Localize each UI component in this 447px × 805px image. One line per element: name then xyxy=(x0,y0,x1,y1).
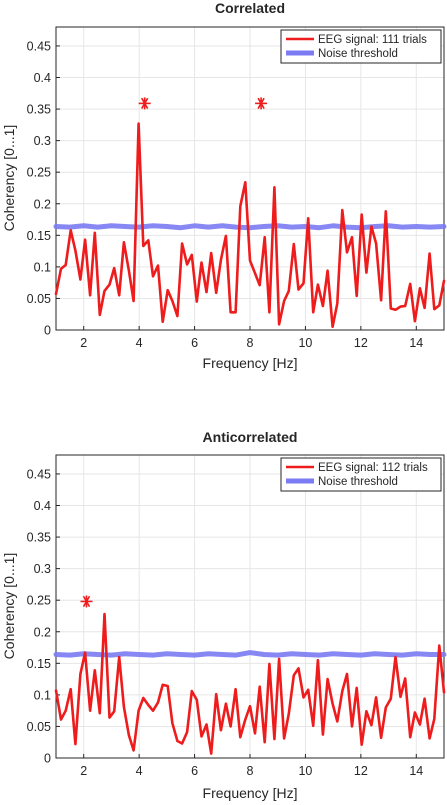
y-tick-label: 0.1 xyxy=(34,260,51,274)
asterisk-marker xyxy=(255,97,268,110)
y-tick-label: 0.25 xyxy=(27,166,51,180)
x-tick-label: 6 xyxy=(191,764,198,778)
chart-anticorrelated: 0 0.05 0.1 0.15 0.2 0.25 0.3 0.35 0.4 0.45 2 4 6 8 10… xyxy=(1,429,447,801)
y-tick-label: 0.35 xyxy=(27,531,51,545)
series-layer xyxy=(53,612,447,755)
x-axis-label: Frequency [Hz] xyxy=(203,785,298,801)
y-tick-label: 0.15 xyxy=(27,657,51,671)
chart-correlated: 0 0.05 0.1 0.15 0.2 0.25 0.3 0.35 0.4 0.45 2 4 6 8 10… xyxy=(1,0,447,371)
y-tick-label: 0.05 xyxy=(27,292,51,306)
y-tick-label: 0.3 xyxy=(34,134,51,148)
chart-title: Anticorrelated xyxy=(203,429,298,445)
x-tick-label: 6 xyxy=(191,336,198,350)
legend: EEG signal: 112 trials Noise threshold xyxy=(280,457,442,492)
y-tick-label: 0.35 xyxy=(27,103,51,117)
y-tick-label: 0.2 xyxy=(34,197,51,211)
asterisk-marker xyxy=(80,595,93,608)
legend-label: Noise threshold xyxy=(318,476,398,488)
y-axis-label: Coherency [0...1] xyxy=(1,553,17,660)
x-tick-label: 12 xyxy=(354,764,368,778)
y-tick-label: 0.2 xyxy=(34,625,51,639)
x-axis-label: Frequency [Hz] xyxy=(203,355,298,371)
eeg-signal-line xyxy=(54,612,446,755)
y-tick-label: 0.45 xyxy=(27,39,51,53)
y-tick-label: 0 xyxy=(44,752,51,766)
y-tick-label: 0.1 xyxy=(34,688,51,702)
x-tick-label: 14 xyxy=(409,764,423,778)
y-tick-label: 0.25 xyxy=(27,594,51,608)
legend-box xyxy=(280,29,442,64)
noise-threshold-line xyxy=(53,650,447,658)
y-axis-ticks: 0 0.05 0.1 0.15 0.2 0.25 0.3 0.35 0.4 0.45 xyxy=(27,39,60,338)
legend-label: Noise threshold xyxy=(318,48,398,60)
grid xyxy=(56,455,444,759)
x-tick-label: 4 xyxy=(136,336,143,350)
x-tick-label: 4 xyxy=(136,764,143,778)
x-tick-label: 10 xyxy=(298,336,312,350)
y-tick-label: 0.4 xyxy=(34,499,51,513)
y-tick-label: 0.45 xyxy=(27,467,51,481)
chart-title: Correlated xyxy=(215,0,285,16)
y-tick-label: 0.4 xyxy=(34,71,51,85)
x-tick-label: 8 xyxy=(247,336,254,350)
x-axis-ticks: 2 4 6 8 10 12 14 xyxy=(80,326,423,350)
y-tick-label: 0.3 xyxy=(34,562,51,576)
legend-label: EEG signal: 111 trials xyxy=(318,34,427,46)
significance-markers xyxy=(80,595,93,608)
x-axis-ticks: 2 4 6 8 10 12 14 xyxy=(80,754,423,778)
noise-threshold-line xyxy=(53,223,447,231)
y-tick-label: 0.15 xyxy=(27,229,51,243)
legend-label: EEG signal: 112 trials xyxy=(318,462,428,474)
significance-markers xyxy=(138,97,268,110)
legend-box xyxy=(280,457,442,492)
eeg-signal-line xyxy=(54,122,446,329)
x-tick-label: 10 xyxy=(298,764,312,778)
y-axis-label: Coherency [0...1] xyxy=(1,125,17,232)
asterisk-marker xyxy=(138,97,151,110)
series-layer xyxy=(53,122,447,329)
x-tick-label: 14 xyxy=(409,336,423,350)
x-tick-label: 2 xyxy=(80,764,87,778)
x-tick-label: 12 xyxy=(354,336,368,350)
x-tick-label: 8 xyxy=(247,764,254,778)
y-tick-label: 0 xyxy=(44,324,51,338)
legend: EEG signal: 111 trials Noise threshold xyxy=(280,29,442,64)
y-axis-ticks: 0 0.05 0.1 0.15 0.2 0.25 0.3 0.35 0.4 0.45 xyxy=(27,467,60,766)
x-tick-label: 2 xyxy=(80,336,87,350)
y-tick-label: 0.05 xyxy=(27,720,51,734)
